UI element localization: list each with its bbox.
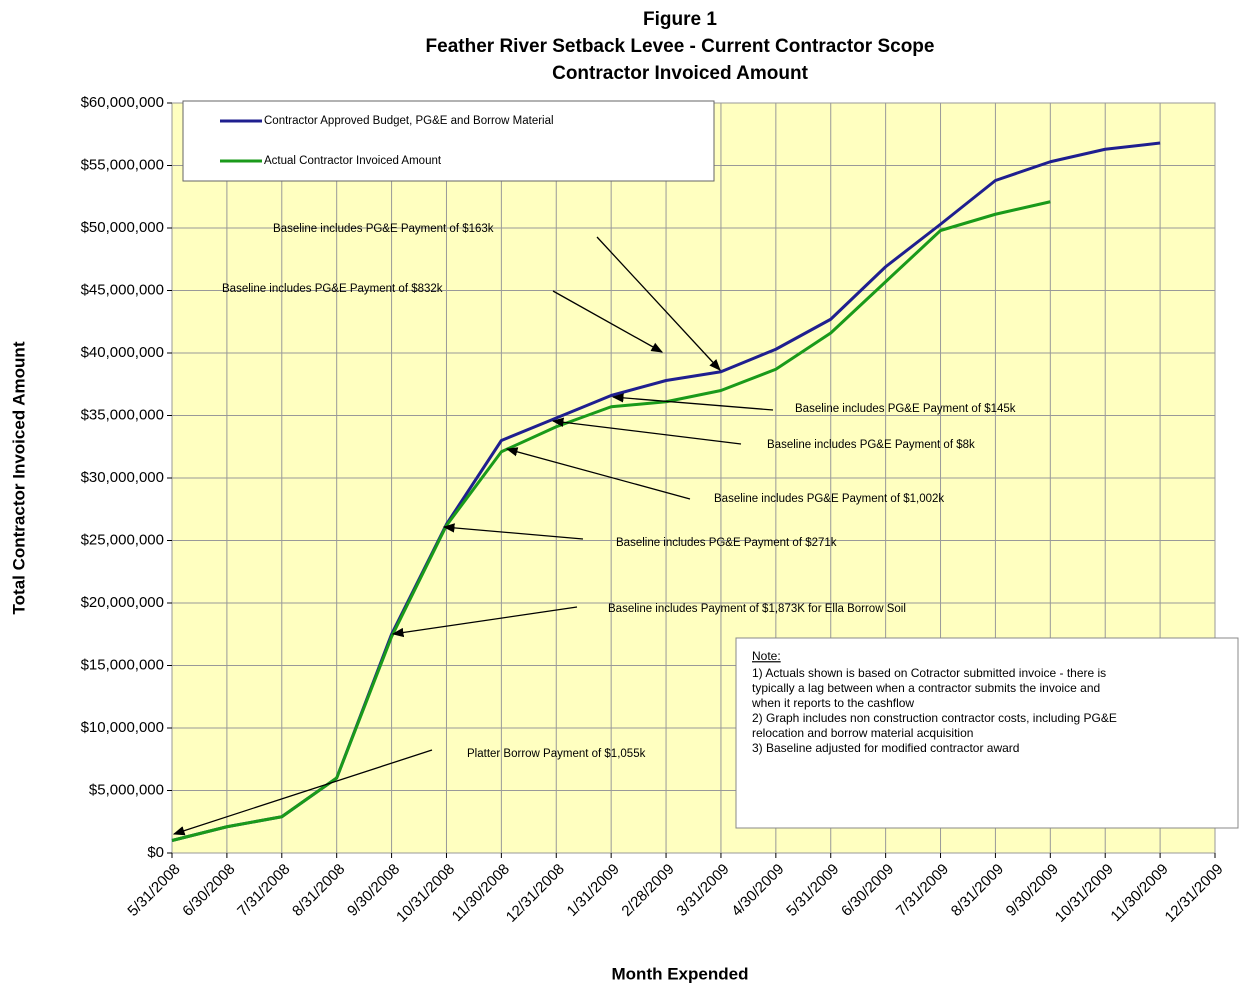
x-tick-label: 6/30/2009 — [838, 861, 897, 920]
note-line: 3) Baseline adjusted for modified contra… — [752, 741, 1019, 755]
y-tick-label: $30,000,000 — [81, 469, 164, 486]
annotation-arrow — [442, 523, 584, 540]
y-axis-label: Total Contractor Invoiced Amount — [9, 341, 28, 614]
annotation: Baseline includes PG&E Payment of $271k — [616, 537, 837, 549]
x-tick-label: 12/31/2008 — [503, 861, 568, 926]
annotation-arrow — [551, 417, 742, 445]
y-tick-label: $10,000,000 — [81, 719, 164, 736]
x-tick-label: 6/30/2008 — [179, 861, 238, 920]
y-tick-label: $25,000,000 — [81, 531, 164, 548]
chart-title: Feather River Setback Levee - Current Co… — [426, 36, 935, 57]
note-heading: Note: — [752, 649, 781, 663]
legend-label: Actual Contractor Invoiced Amount — [264, 155, 442, 167]
y-tick-label: $55,000,000 — [81, 156, 164, 173]
note-line: 1) Actuals shown is based on Cotractor s… — [752, 666, 1106, 680]
x-tick-label: 5/31/2008 — [124, 861, 183, 920]
note-line: when it reports to the cashflow — [751, 696, 914, 710]
annotation: Baseline includes PG&E Payment of $145k — [795, 403, 1016, 415]
x-tick-label: 10/31/2009 — [1052, 861, 1117, 926]
note-line: typically a lag between when a contracto… — [752, 681, 1100, 695]
y-tick-label: $5,000,000 — [89, 781, 164, 798]
x-tick-label: 4/30/2009 — [728, 861, 787, 920]
x-tick-label: 2/28/2009 — [618, 861, 677, 920]
note-line: relocation and borrow material acquisiti… — [752, 726, 973, 740]
chart-title: Figure 1 — [643, 9, 717, 30]
annotation-arrow — [505, 447, 691, 500]
x-tick-label: 7/31/2009 — [893, 861, 952, 920]
annotation: Platter Borrow Payment of $1,055k — [467, 748, 646, 760]
x-tick-label: 10/31/2008 — [393, 861, 458, 926]
series-line — [171, 200, 1051, 842]
x-tick-label: 8/31/2009 — [948, 861, 1007, 920]
y-tick-label: $60,000,000 — [81, 94, 164, 111]
x-tick-label: 7/31/2008 — [234, 861, 293, 920]
annotation-arrow — [552, 290, 664, 353]
y-tick-label: $20,000,000 — [81, 594, 164, 611]
legend-box — [182, 100, 715, 182]
x-tick-label: 3/31/2009 — [673, 861, 732, 920]
x-tick-label: 12/31/2009 — [1162, 861, 1227, 926]
x-tick-label: 1/31/2009 — [564, 861, 623, 920]
x-axis-label: Month Expended — [612, 964, 749, 983]
x-tick-label: 9/30/2009 — [1003, 861, 1062, 920]
y-tick-label: $45,000,000 — [81, 281, 164, 298]
annotation: Baseline includes Payment of $1,873K for… — [608, 603, 906, 615]
annotation-arrow — [391, 606, 578, 638]
note-box — [735, 637, 1239, 829]
annotation-arrow — [596, 236, 721, 371]
x-tick-label: 8/31/2008 — [289, 861, 348, 920]
chart-title: Contractor Invoiced Amount — [552, 63, 808, 84]
y-tick-label: $50,000,000 — [81, 219, 164, 236]
y-tick-label: $0 — [147, 844, 164, 861]
annotation: Baseline includes PG&E Payment of $832k — [222, 283, 443, 295]
y-tick-label: $40,000,000 — [81, 344, 164, 361]
y-tick-label: $15,000,000 — [81, 656, 164, 673]
annotation: Baseline includes PG&E Payment of $8k — [767, 439, 975, 451]
annotation: Baseline includes PG&E Payment of $163k — [273, 223, 494, 235]
annotation: Baseline includes PG&E Payment of $1,002… — [714, 493, 944, 505]
x-tick-label: 9/30/2008 — [344, 861, 403, 920]
note-line: 2) Graph includes non construction contr… — [752, 711, 1117, 725]
x-tick-label: 5/31/2009 — [783, 861, 842, 920]
annotation-arrow — [611, 393, 774, 411]
legend-label: Contractor Approved Budget, PG&E and Bor… — [264, 115, 554, 127]
y-tick-label: $35,000,000 — [81, 406, 164, 423]
annotation-arrow — [172, 749, 433, 836]
